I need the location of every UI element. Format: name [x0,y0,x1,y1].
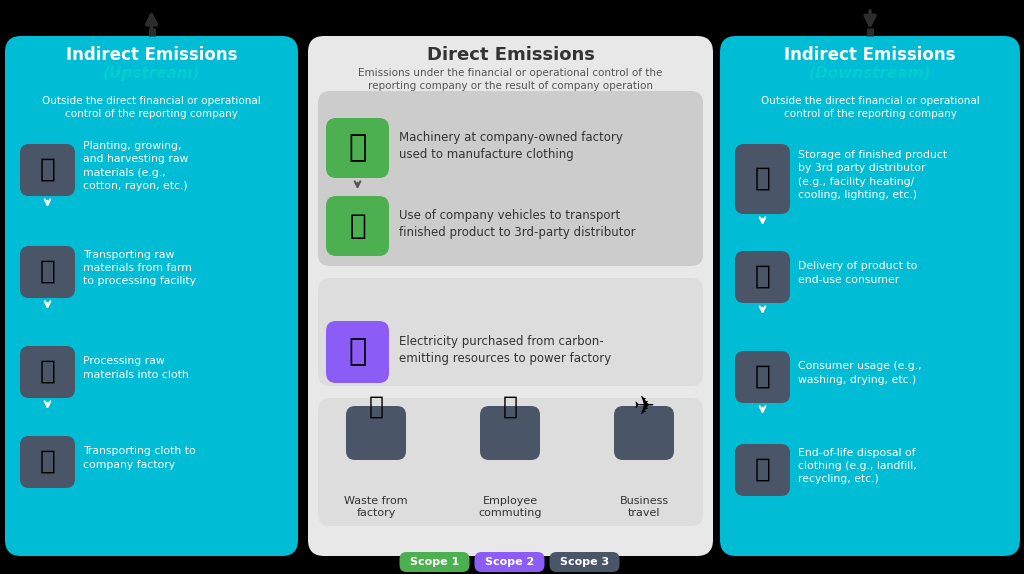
Text: 🚚: 🚚 [40,449,55,475]
Text: Indirect Emissions: Indirect Emissions [784,46,955,64]
FancyBboxPatch shape [20,144,75,196]
Text: Emissions under the financial or operational control of the
reporting company or: Emissions under the financial or operati… [358,68,663,91]
FancyBboxPatch shape [474,552,545,572]
Text: ✈: ✈ [634,395,654,419]
FancyBboxPatch shape [614,406,674,460]
Text: Use of company vehicles to transport
finished product to 3rd-party distributor: Use of company vehicles to transport fin… [399,209,636,239]
FancyBboxPatch shape [20,246,75,298]
Text: 👤: 👤 [755,364,770,390]
Text: 🚚: 🚚 [40,259,55,285]
FancyBboxPatch shape [735,144,790,214]
Text: End-of-life disposal of
clothing (e.g., landfill,
recycling, etc.): End-of-life disposal of clothing (e.g., … [798,448,916,484]
Text: Transporting raw
materials from farm
to processing facility: Transporting raw materials from farm to … [83,250,196,286]
Text: 🏭: 🏭 [348,338,367,367]
Text: 🏭: 🏭 [40,359,55,385]
Text: Direct Emissions: Direct Emissions [427,46,595,64]
Text: Business
travel: Business travel [620,495,669,518]
FancyBboxPatch shape [550,552,620,572]
FancyBboxPatch shape [20,436,75,488]
FancyBboxPatch shape [346,406,406,460]
FancyBboxPatch shape [480,406,540,460]
FancyBboxPatch shape [326,196,389,256]
Text: Delivery of product to
end-use consumer: Delivery of product to end-use consumer [798,261,918,285]
Text: Transporting cloth to
company factory: Transporting cloth to company factory [83,447,196,470]
FancyBboxPatch shape [318,91,703,266]
Text: 🗑: 🗑 [369,395,384,419]
FancyBboxPatch shape [326,118,389,178]
FancyBboxPatch shape [399,552,469,572]
FancyBboxPatch shape [318,278,703,386]
Text: 🚚: 🚚 [755,264,770,290]
Text: 🚜: 🚜 [40,157,55,183]
Text: 🚚: 🚚 [349,212,366,240]
FancyBboxPatch shape [5,36,298,556]
FancyBboxPatch shape [735,444,790,496]
Text: (Upstream): (Upstream) [102,66,201,81]
Text: (Downstream): (Downstream) [809,66,931,81]
Text: Outside the direct financial or operational
control of the reporting company: Outside the direct financial or operatio… [42,96,261,119]
FancyBboxPatch shape [318,398,703,526]
Text: 🚗: 🚗 [503,395,517,419]
FancyBboxPatch shape [735,351,790,403]
FancyBboxPatch shape [20,346,75,398]
Text: 🏭: 🏭 [755,166,770,192]
Text: Outside the direct financial or operational
control of the reporting company: Outside the direct financial or operatio… [761,96,979,119]
Text: Machinery at company-owned factory
used to manufacture clothing: Machinery at company-owned factory used … [399,131,623,161]
Text: Scope 2: Scope 2 [485,557,535,567]
Text: 🏭: 🏭 [348,134,367,162]
Text: Scope 3: Scope 3 [560,557,609,567]
Text: Employee
commuting: Employee commuting [478,495,542,518]
FancyBboxPatch shape [720,36,1020,556]
Text: Planting, growing,
and harvesting raw
materials (e.g.,
cotton, rayon, etc.): Planting, growing, and harvesting raw ma… [83,141,188,191]
Text: 🗑: 🗑 [755,457,770,483]
Text: Scope 1: Scope 1 [410,557,459,567]
FancyBboxPatch shape [326,321,389,383]
Text: Storage of finished product
by 3rd party distributor
(e.g., facility heating/
co: Storage of finished product by 3rd party… [798,150,947,200]
FancyBboxPatch shape [308,36,713,556]
FancyBboxPatch shape [735,251,790,303]
Text: Electricity purchased from carbon-
emitting resources to power factory: Electricity purchased from carbon- emitt… [399,335,611,365]
Text: Processing raw
materials into cloth: Processing raw materials into cloth [83,356,188,379]
Text: Indirect Emissions: Indirect Emissions [66,46,238,64]
Text: Consumer usage (e.g.,
washing, drying, etc.): Consumer usage (e.g., washing, drying, e… [798,362,922,385]
Text: Waste from
factory: Waste from factory [344,495,408,518]
